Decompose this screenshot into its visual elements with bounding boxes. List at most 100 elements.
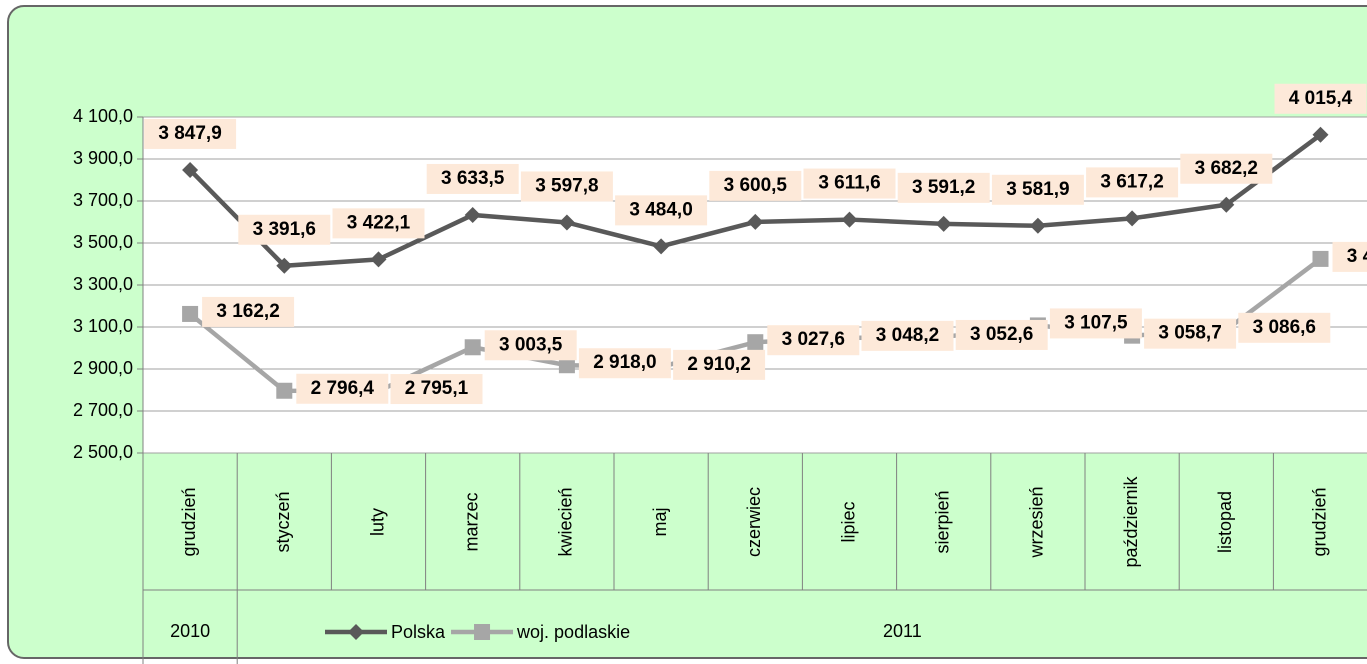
marker bbox=[1124, 210, 1141, 227]
data-label-bg bbox=[673, 349, 766, 380]
marker bbox=[464, 339, 481, 356]
x-tick-label: styczeń bbox=[273, 491, 293, 552]
data-label-bg bbox=[991, 174, 1084, 205]
data-label-bg bbox=[332, 208, 425, 239]
data-label-bg bbox=[296, 373, 389, 404]
marker bbox=[935, 215, 952, 232]
group-label: 2011 bbox=[883, 621, 922, 641]
data-label: 2 918,0 bbox=[593, 352, 656, 373]
marker bbox=[182, 305, 199, 322]
data-label: 3 058,7 bbox=[1158, 323, 1221, 344]
marker bbox=[747, 213, 764, 230]
data-label-bg bbox=[1086, 167, 1179, 198]
data-label-bg bbox=[1274, 83, 1367, 114]
marker bbox=[558, 214, 575, 231]
data-label: 3 107,5 bbox=[1064, 312, 1128, 333]
x-tick-label: kwiecień bbox=[556, 487, 576, 556]
x-tick-label: listopad bbox=[1215, 491, 1235, 553]
marker bbox=[348, 624, 364, 640]
y-tick-label: 2 700,0 bbox=[73, 400, 133, 420]
y-tick-label: 4 100,0 bbox=[73, 106, 133, 126]
data-label-bg bbox=[520, 171, 613, 202]
data-label-bg bbox=[1049, 308, 1142, 339]
marker bbox=[1312, 126, 1329, 143]
x-tick-label: luty bbox=[367, 508, 387, 536]
marker bbox=[558, 357, 575, 374]
data-label: 4 015,4 bbox=[1289, 88, 1353, 109]
x-tick-label: sierpień bbox=[932, 490, 952, 553]
x-tick-label: październik bbox=[1121, 475, 1141, 567]
data-label: 2 796,4 bbox=[311, 378, 375, 399]
data-label: 3 052,6 bbox=[970, 324, 1033, 345]
y-tick-label: 2 500,0 bbox=[73, 442, 133, 462]
marker bbox=[653, 238, 670, 255]
data-label-bg bbox=[955, 319, 1048, 350]
data-label-bg bbox=[1144, 318, 1237, 349]
data-label-bg bbox=[803, 168, 896, 199]
data-label: 3 391,6 bbox=[253, 219, 316, 240]
data-label: 3 484,0 bbox=[629, 199, 692, 220]
legend-label: Polska bbox=[391, 622, 446, 642]
data-label: 3 682,2 bbox=[1195, 158, 1258, 179]
data-label: 3 600,5 bbox=[724, 175, 788, 196]
marker bbox=[182, 161, 199, 178]
legend-label: woj. podlaskie bbox=[516, 622, 630, 642]
data-label: 3 027,6 bbox=[782, 329, 845, 350]
data-label-bg bbox=[1180, 153, 1273, 184]
data-label-bg bbox=[202, 296, 295, 327]
x-tick-label: czerwiec bbox=[744, 487, 764, 557]
y-tick-label: 3 900,0 bbox=[73, 148, 133, 168]
data-label: 3 591,2 bbox=[912, 177, 975, 198]
data-label: 3 611,6 bbox=[818, 173, 880, 194]
group-label: 2010 bbox=[170, 621, 210, 641]
data-label-bg bbox=[615, 195, 708, 226]
data-label: 3 597,8 bbox=[535, 175, 598, 196]
marker bbox=[276, 257, 293, 274]
data-label-bg bbox=[767, 325, 860, 356]
data-label: 2 910,2 bbox=[687, 354, 750, 375]
data-label-bg bbox=[709, 170, 802, 201]
x-tick-label: lipiec bbox=[838, 501, 858, 542]
data-label-bg bbox=[578, 348, 671, 379]
marker bbox=[370, 251, 387, 268]
y-tick-label: 3 700,0 bbox=[73, 190, 133, 210]
marker bbox=[1312, 250, 1329, 267]
data-label: 3 422,1 bbox=[347, 212, 411, 233]
x-tick-label: grudzień bbox=[179, 487, 199, 556]
data-label-bg bbox=[484, 330, 577, 361]
data-label: 2 795,1 bbox=[405, 378, 469, 399]
data-label: 3 424,3 bbox=[1347, 246, 1367, 267]
data-label-bg bbox=[238, 214, 331, 245]
x-tick-label: maj bbox=[650, 507, 670, 536]
data-label-bg bbox=[390, 374, 483, 405]
marker bbox=[1218, 196, 1235, 213]
x-tick-label: marzec bbox=[461, 492, 481, 551]
x-tick-label: grudzień bbox=[1309, 487, 1329, 556]
data-label-bg bbox=[144, 118, 237, 149]
data-label: 3 617,2 bbox=[1100, 171, 1163, 192]
data-label-bg bbox=[861, 320, 954, 351]
data-label: 3 633,5 bbox=[441, 168, 505, 189]
marker bbox=[747, 334, 764, 351]
data-label: 3 003,5 bbox=[499, 334, 563, 355]
data-label-bg bbox=[897, 172, 990, 203]
marker bbox=[276, 382, 293, 399]
data-label: 3 048,2 bbox=[876, 325, 939, 346]
x-tick-label: wrzesień bbox=[1027, 486, 1047, 558]
data-label: 3 581,9 bbox=[1006, 179, 1069, 200]
data-label-bg bbox=[1238, 312, 1331, 343]
data-label: 3 162,2 bbox=[216, 301, 279, 322]
data-label-bg bbox=[426, 163, 519, 194]
y-tick-label: 3 100,0 bbox=[73, 316, 133, 336]
marker bbox=[1029, 217, 1046, 234]
y-tick-label: 2 900,0 bbox=[73, 358, 133, 378]
data-label: 3 847,9 bbox=[158, 123, 221, 144]
y-tick-label: 3 300,0 bbox=[73, 274, 133, 294]
data-label: 3 086,6 bbox=[1253, 317, 1316, 338]
data-label-bg bbox=[1332, 241, 1367, 272]
marker bbox=[464, 206, 481, 223]
marker bbox=[474, 624, 491, 640]
y-tick-label: 3 500,0 bbox=[73, 232, 133, 252]
marker bbox=[841, 211, 858, 228]
